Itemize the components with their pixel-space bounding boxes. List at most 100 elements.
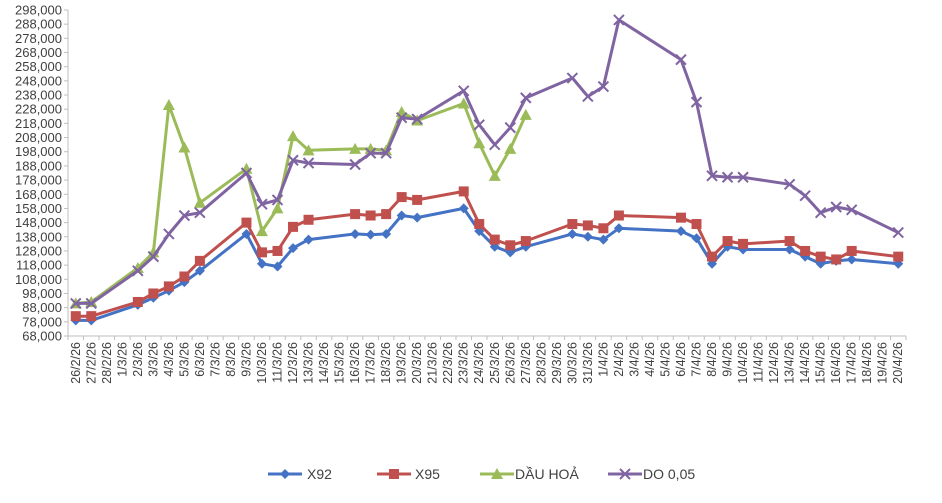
data-point-do-0-05 — [582, 90, 594, 103]
y-tick-label: 108,000 — [15, 272, 62, 287]
y-tick-label: 148,000 — [15, 215, 62, 230]
data-point-do-0-05 — [721, 171, 734, 183]
x-tick-label: 8/4/26 — [705, 342, 719, 377]
data-point-x95 — [303, 214, 314, 225]
data-point-do-0-05 — [830, 201, 842, 213]
x-tick-label: 2/4/26 — [612, 342, 626, 377]
x-tick-label: 28/2/26 — [100, 342, 114, 384]
x-tick-label: 4/3/26 — [162, 342, 176, 377]
x-tick-label: 14/4/26 — [798, 342, 812, 384]
x-tick-label: 21/3/26 — [426, 342, 440, 384]
x-tick-label: 31/3/26 — [581, 342, 595, 384]
data-point-do-0-05 — [411, 113, 423, 125]
data-point-x92 — [256, 258, 267, 269]
x-tick-label: 13/3/26 — [302, 342, 316, 384]
x-tick-label: 28/3/26 — [534, 342, 548, 384]
data-point-do-0-05 — [814, 206, 827, 219]
data-point-x95 — [489, 234, 500, 245]
x-tick-label: 12/4/26 — [767, 342, 781, 384]
data-point-x95 — [707, 251, 718, 262]
data-point-do-0-05 — [566, 72, 579, 84]
data-point-do-0-05 — [132, 265, 144, 277]
y-tick-label: 248,000 — [15, 73, 62, 88]
x-tick-label: 5/3/26 — [177, 342, 191, 377]
y-tick-label: 258,000 — [15, 59, 62, 74]
data-point-x95 — [458, 186, 469, 197]
data-point-x95 — [412, 194, 423, 205]
data-point-x95 — [396, 192, 407, 203]
data-point-do-0-05 — [364, 147, 377, 159]
x-tick-label: 7/3/26 — [208, 342, 222, 377]
x-tick-label: 5/4/26 — [658, 342, 672, 377]
x-tick-label: 20/4/26 — [891, 342, 905, 384]
y-tick-label: 138,000 — [15, 229, 62, 244]
x-tick-label: 16/4/26 — [829, 342, 843, 384]
data-point-d-u-ho — [349, 142, 362, 154]
data-point-x92 — [288, 243, 299, 254]
x-tick-label: 6/4/26 — [674, 342, 688, 377]
data-point-do-0-05 — [783, 178, 796, 191]
data-point-x92 — [800, 251, 811, 262]
data-point-x95 — [784, 236, 795, 247]
y-tick-label: 128,000 — [15, 243, 62, 258]
x-tick-label: 6/3/26 — [193, 342, 207, 377]
data-point-x95 — [675, 212, 686, 223]
plot-area — [69, 14, 904, 326]
data-point-do-0-05 — [287, 154, 299, 166]
data-point-x95 — [288, 221, 299, 232]
data-point-x95 — [132, 296, 143, 307]
x-tick-label: 26/3/26 — [503, 342, 517, 384]
data-point-d-u-ho — [473, 137, 486, 149]
x-tick-label: 19/3/26 — [395, 342, 409, 384]
data-point-d-u-ho — [271, 202, 284, 214]
legend-label: DO 0,05 — [643, 466, 695, 482]
data-point-d-u-ho — [395, 106, 408, 118]
data-point-d-u-ho — [504, 142, 517, 154]
x-tick-label: 19/4/26 — [876, 342, 890, 384]
data-point-x92 — [272, 261, 283, 272]
y-tick-label: 268,000 — [15, 45, 62, 60]
data-point-do-0-05 — [504, 121, 516, 134]
data-point-do-0-05 — [85, 297, 97, 310]
data-point-x95 — [831, 254, 842, 265]
data-point-x92 — [846, 254, 857, 265]
data-point-d-u-ho — [178, 141, 191, 153]
x-tick-label: 24/3/26 — [472, 342, 486, 384]
x-tick-label: 10/3/26 — [255, 342, 269, 384]
x-tick-label: 9/3/26 — [239, 342, 253, 377]
data-point-x95 — [163, 281, 174, 292]
data-point-x95 — [815, 251, 826, 262]
series-x95 — [70, 186, 904, 322]
data-point-x92 — [613, 223, 624, 234]
data-point-do-0-05 — [240, 167, 253, 179]
legend-label: X95 — [415, 466, 440, 482]
legend-marker — [491, 468, 503, 479]
data-point-do-0-05 — [845, 204, 858, 216]
series-do-0-05 — [70, 14, 904, 310]
data-point-x92 — [691, 233, 702, 244]
data-point-x95 — [800, 245, 811, 256]
y-tick-label: 278,000 — [15, 31, 62, 46]
data-point-x92 — [194, 265, 205, 276]
data-point-x95 — [86, 311, 97, 322]
legend-item-x92: X92 — [268, 466, 332, 482]
x-tick-label: 22/3/26 — [441, 342, 455, 384]
data-point-do-0-05 — [799, 189, 811, 202]
data-point-x95 — [272, 245, 283, 256]
data-point-do-0-05 — [597, 80, 610, 93]
series-line-d-u-ho — [75, 102, 528, 305]
data-point-d-u-ho — [457, 97, 470, 109]
data-point-do-0-05 — [613, 14, 625, 26]
y-tick-label: 78,000 — [22, 314, 62, 329]
y-tick-label: 298,000 — [15, 3, 62, 18]
series-line-x95 — [75, 189, 899, 318]
x-tick-label: 12/3/26 — [286, 342, 300, 384]
data-point-do-0-05 — [70, 297, 82, 310]
y-tick-label: 228,000 — [15, 102, 62, 117]
data-point-do-0-05 — [892, 226, 904, 239]
data-point-do-0-05 — [473, 119, 485, 131]
y-tick-label: 158,000 — [15, 201, 62, 216]
x-tick-label: 3/3/26 — [146, 342, 160, 377]
